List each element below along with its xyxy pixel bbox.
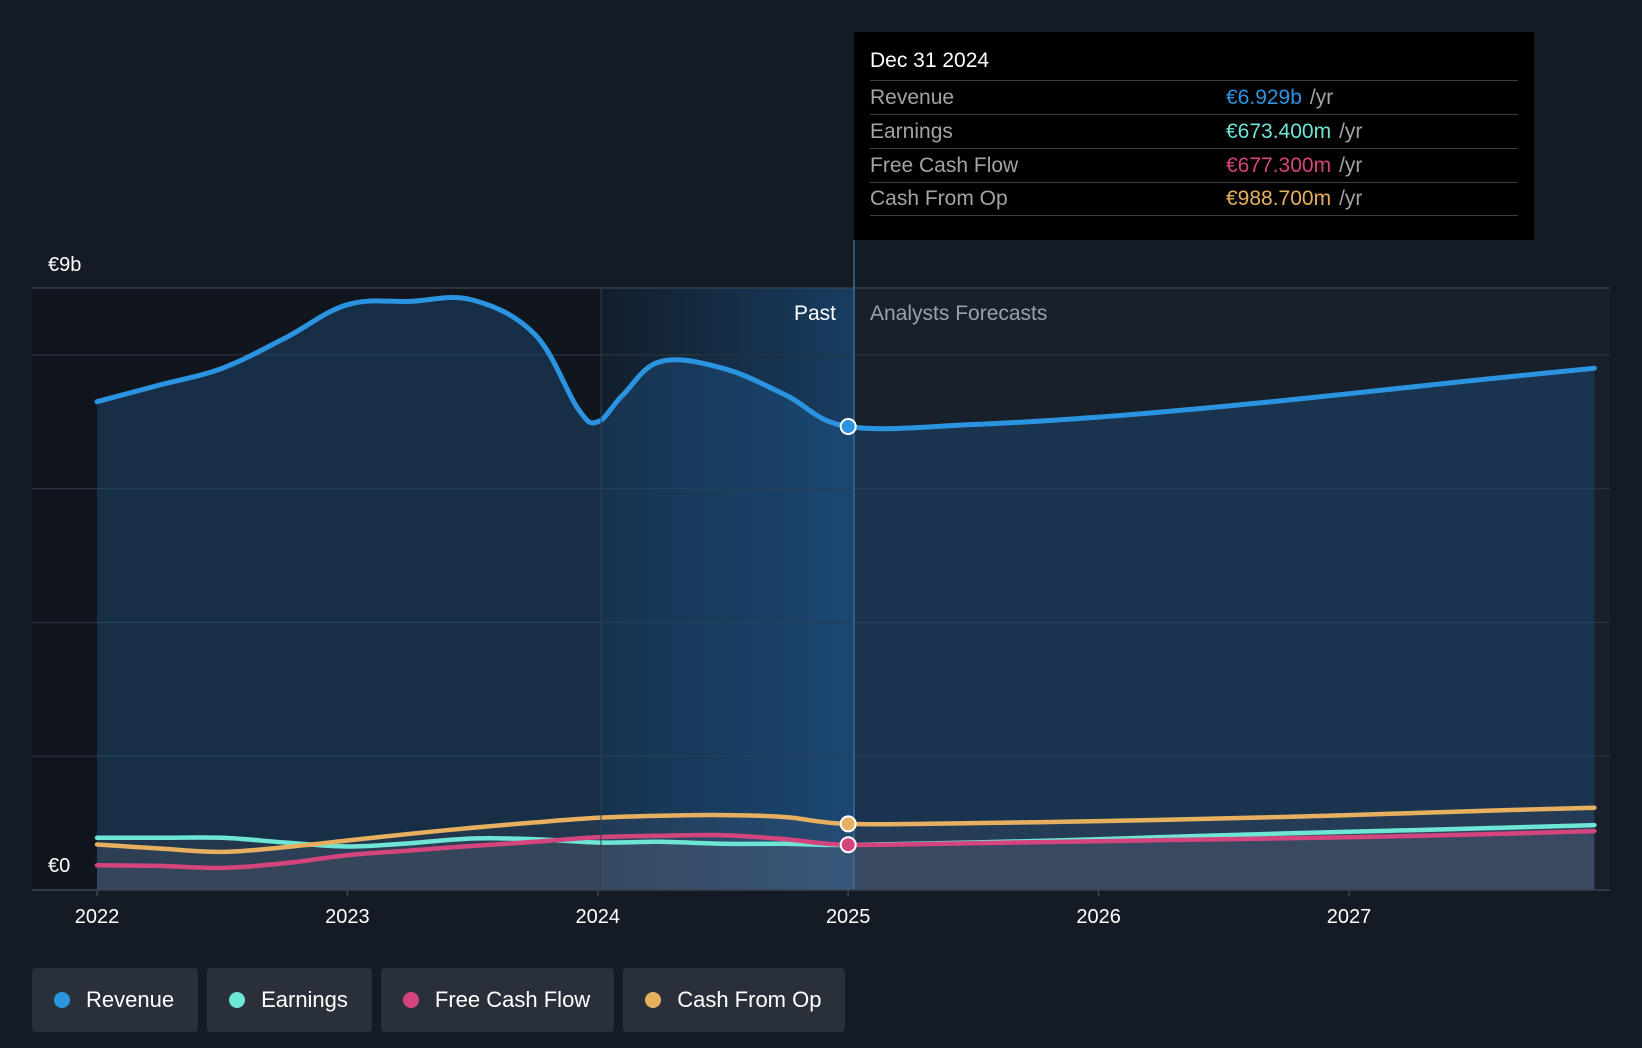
x-tick-label: 2027 xyxy=(1327,906,1372,928)
tooltip-value: €677.300m xyxy=(1226,153,1332,177)
x-tick-label: 2024 xyxy=(576,906,621,928)
cash-from-op-marker xyxy=(839,815,857,833)
free-cash-flow-area xyxy=(97,831,1595,890)
revenue-marker xyxy=(839,418,857,435)
tooltip-unit: /yr xyxy=(1339,153,1363,177)
tooltip-value: €673.400m xyxy=(1226,119,1332,143)
tooltip: Dec 31 2024 Revenue €6.929b /yr Earnings… xyxy=(854,32,1534,240)
plot-highlight-band xyxy=(601,288,854,890)
legend-item-revenue[interactable]: Revenue xyxy=(32,968,199,1032)
revenue-dot-icon xyxy=(54,992,70,1008)
x-axis-ticks: 2022 2023 2024 2025 2026 2027 xyxy=(75,890,1372,928)
hover-markers xyxy=(839,418,857,854)
tooltip-unit: /yr xyxy=(1339,119,1363,143)
tooltip-label: Earnings xyxy=(870,119,953,143)
legend-item-cash-from-op[interactable]: Cash From Op xyxy=(623,968,846,1032)
tooltip-row-earnings: Earnings €673.400m /yr xyxy=(870,114,1518,148)
x-tick-label: 2023 xyxy=(325,906,370,928)
past-label: Past xyxy=(794,302,836,325)
legend-label: Cash From Op xyxy=(677,987,822,1012)
legend-label: Revenue xyxy=(86,987,175,1012)
earnings-dot-icon xyxy=(229,992,246,1008)
tooltip-row-free-cash-flow: Free Cash Flow €677.300m /yr xyxy=(870,148,1518,182)
revenue-line xyxy=(94,294,1597,432)
tooltip-label: Cash From Op xyxy=(870,187,1008,210)
legend-label: Free Cash Flow xyxy=(434,987,591,1012)
x-tick-label: 2026 xyxy=(1076,906,1121,928)
tooltip-row-revenue: Revenue €6.929b /yr xyxy=(870,80,1518,114)
gridlines xyxy=(32,287,1610,757)
tooltip-value: €988.700m xyxy=(1226,187,1332,210)
free-cash-flow-line xyxy=(94,828,1597,871)
free-cash-flow-marker xyxy=(839,836,857,854)
y-axis-min-label: €0 xyxy=(48,855,70,877)
cash-from-op-line xyxy=(94,805,1597,855)
tooltip-unit: /yr xyxy=(1339,187,1363,210)
tooltip-value: €6.929b xyxy=(1226,85,1302,109)
tooltip-label: Free Cash Flow xyxy=(870,153,1019,177)
tooltip-date: Dec 31 2024 xyxy=(870,49,990,72)
legend-item-earnings[interactable]: Earnings xyxy=(207,968,372,1032)
legend-label: Earnings xyxy=(261,987,348,1012)
legend-item-free-cash-flow[interactable]: Free Cash Flow xyxy=(380,968,615,1032)
y-axis-max-label: €9b xyxy=(48,254,81,276)
tooltip-unit: /yr xyxy=(1309,85,1334,109)
cash-from-op-dot-icon xyxy=(645,992,662,1008)
forecast-label: Analysts Forecasts xyxy=(870,302,1047,325)
tooltip-row-cash-from-op: Cash From Op €988.700m /yr xyxy=(870,182,1518,216)
plot-forecast-band xyxy=(854,288,1610,890)
revenue-area xyxy=(97,297,1595,891)
x-tick-label: 2025 xyxy=(826,906,871,928)
free-cash-flow-dot-icon xyxy=(402,992,419,1008)
series-lines xyxy=(94,294,1597,871)
x-tick-label: 2022 xyxy=(75,906,120,928)
legend: Revenue Earnings Free Cash Flow Cash Fro… xyxy=(32,968,846,1032)
tooltip-label: Revenue xyxy=(870,85,955,109)
